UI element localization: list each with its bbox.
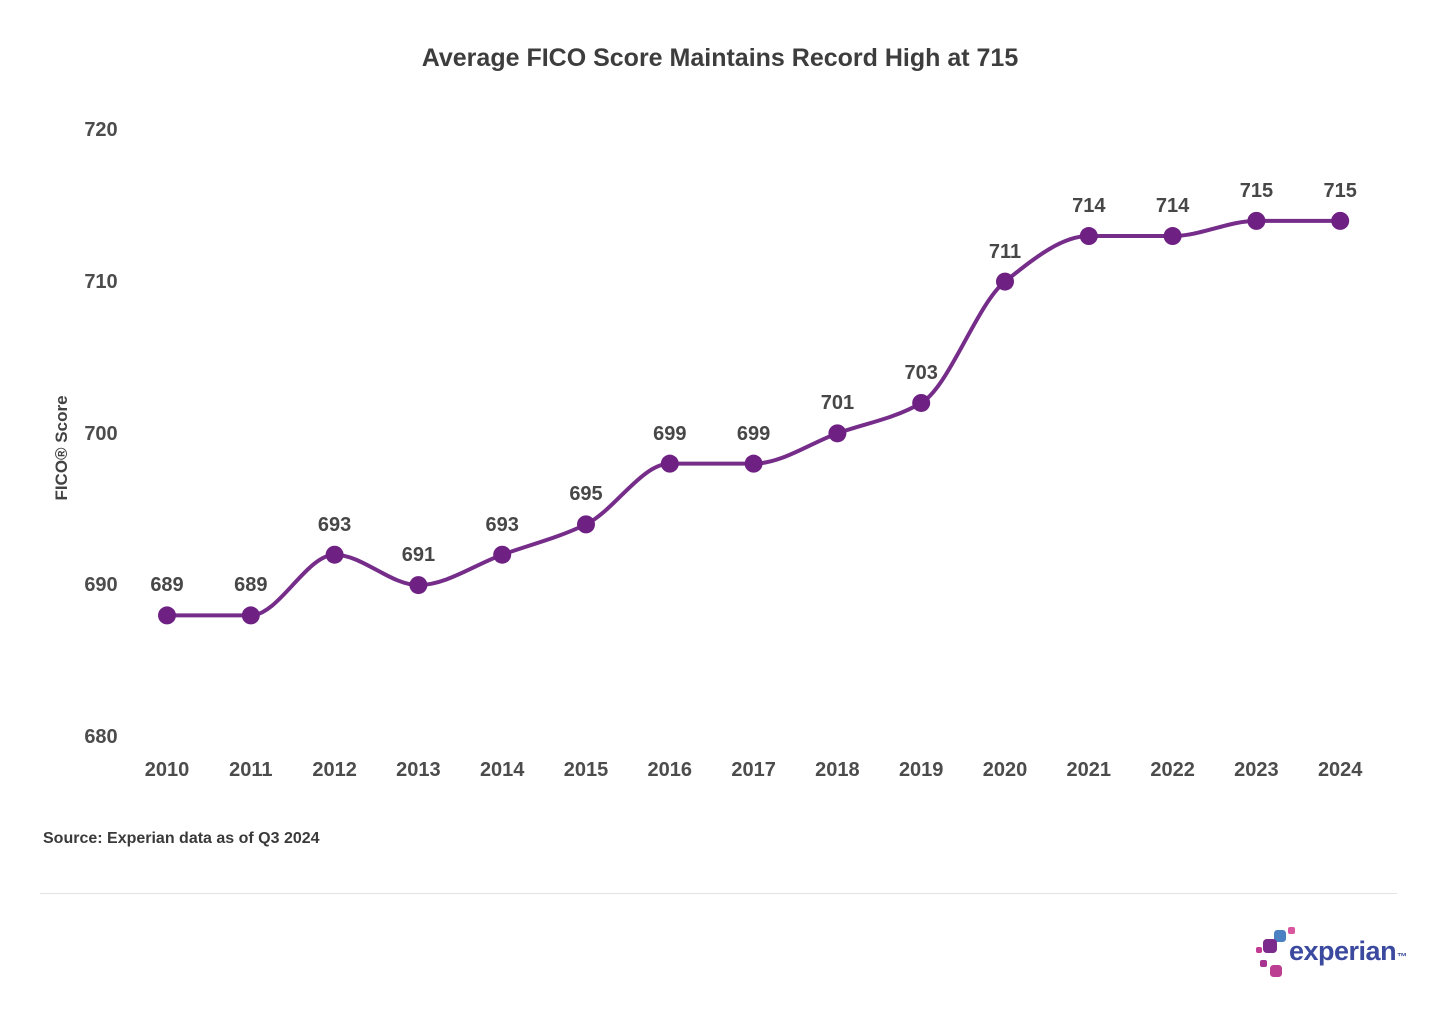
plum-small-square-icon (1260, 960, 1267, 967)
experian-logo: experian™ (1256, 922, 1408, 982)
x-tick-2019: 2019 (898, 759, 944, 781)
trademark-symbol: ™ (1397, 952, 1408, 963)
data-point-2024 (1331, 211, 1350, 230)
x-tick-2015: 2015 (563, 759, 609, 781)
purple-square-icon (1263, 939, 1277, 953)
data-label-2019: 703 (904, 361, 938, 384)
data-label-2022: 714 (1155, 195, 1190, 218)
data-point-2020 (996, 272, 1014, 291)
data-point-2011 (241, 606, 260, 625)
data-label-2011: 689 (234, 574, 268, 597)
x-tick-2018: 2018 (815, 759, 860, 781)
data-point-2021 (1079, 227, 1098, 246)
x-tick-2022: 2022 (1150, 759, 1195, 781)
data-point-2018 (828, 424, 847, 443)
data-label-2023: 715 (1239, 179, 1274, 202)
x-tick-2012: 2012 (312, 759, 357, 781)
data-label-2020: 711 (988, 240, 1022, 263)
x-tick-2023: 2023 (1234, 759, 1279, 781)
experian-logo-mark (1256, 922, 1295, 980)
magenta-tiny-square-icon (1256, 947, 1262, 953)
data-point-2019 (912, 393, 931, 412)
data-label-2016: 699 (653, 422, 687, 445)
data-point-2012 (325, 545, 344, 564)
data-point-2017 (744, 454, 763, 473)
y-tick-700: 700 (84, 422, 118, 445)
experian-wordmark: experian™ (1289, 936, 1408, 966)
x-tick-2016: 2016 (647, 759, 693, 781)
x-tick-2020: 2020 (982, 759, 1028, 781)
x-tick-2013: 2013 (396, 759, 441, 781)
pink-small-square-icon (1288, 927, 1295, 934)
x-tick-2014: 2014 (479, 759, 525, 781)
x-tick-2021: 2021 (1066, 759, 1112, 781)
data-point-2016 (660, 454, 679, 473)
data-label-2024: 715 (1323, 179, 1357, 202)
x-tick-2010: 2010 (144, 759, 190, 781)
data-label-2014: 693 (485, 513, 519, 536)
data-point-2014 (493, 545, 512, 564)
x-tick-2024: 2024 (1317, 759, 1363, 781)
magenta-square-icon (1270, 965, 1282, 977)
source-note: Source: Experian data as of Q3 2024 (43, 830, 320, 847)
y-tick-720: 720 (84, 119, 118, 141)
blue-square-icon (1274, 930, 1286, 942)
x-tick-2011: 2011 (229, 759, 273, 781)
chart-title: Average FICO Score Maintains Record High… (421, 44, 1019, 72)
x-tick-2017: 2017 (731, 759, 776, 781)
data-label-2015: 695 (569, 483, 603, 506)
footer-divider (40, 893, 1397, 894)
data-label-2013: 691 (401, 544, 436, 567)
data-label-2018: 701 (820, 392, 855, 415)
data-label-2010: 689 (150, 574, 184, 597)
data-point-2023 (1247, 211, 1266, 230)
data-point-2013 (409, 576, 428, 595)
y-tick-680: 680 (84, 726, 118, 748)
y-tick-690: 690 (84, 574, 118, 597)
data-label-2021: 714 (1072, 195, 1106, 218)
data-point-2022 (1163, 227, 1182, 246)
data-label-2012: 693 (317, 513, 352, 536)
data-point-2015 (577, 515, 595, 534)
y-tick-710: 710 (84, 270, 118, 293)
data-point-2010 (158, 606, 176, 625)
data-label-2017: 699 (736, 422, 771, 445)
